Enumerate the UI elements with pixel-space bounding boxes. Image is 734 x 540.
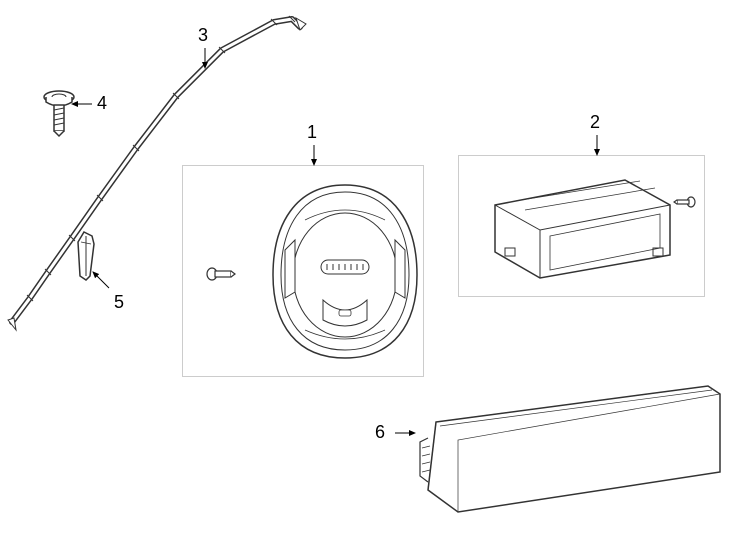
steering-wheel-airbag [265, 180, 425, 365]
callout-label-3: 3 [198, 25, 208, 46]
small-bolt-2 [673, 195, 697, 209]
bolt [42, 88, 82, 143]
clip [72, 230, 102, 285]
passenger-airbag [475, 170, 685, 285]
callout-label-6: 6 [375, 422, 385, 443]
small-bolt-1 [205, 265, 237, 283]
callout-label-1: 1 [307, 122, 317, 143]
knee-airbag-panel [418, 380, 728, 520]
diagram-stage: 1 2 3 4 5 6 [0, 0, 734, 540]
callout-label-4: 4 [97, 93, 107, 114]
callout-label-2: 2 [590, 112, 600, 133]
callout-label-5: 5 [114, 292, 124, 313]
